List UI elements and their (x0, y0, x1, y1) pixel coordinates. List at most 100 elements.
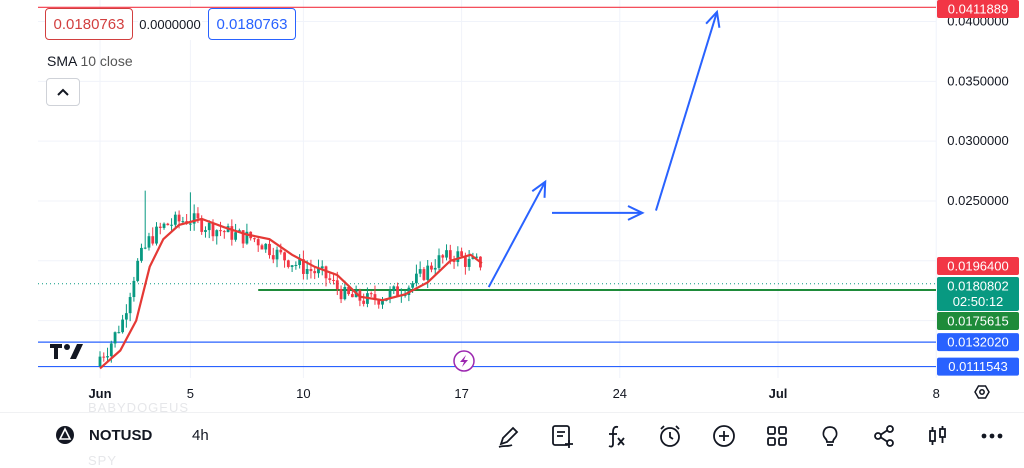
legend-value-mid: 0.0000000 (138, 8, 202, 40)
candle-body-93 (448, 250, 452, 260)
layouts-button[interactable] (762, 421, 792, 451)
price-label-0: 0.0411889 (948, 2, 1009, 17)
price-label-4: 0.0132020 (947, 335, 1008, 350)
chart-type-button[interactable] (923, 421, 953, 451)
candle-body-32 (219, 230, 222, 232)
candle-body-16 (158, 226, 162, 228)
timeframe-selector[interactable]: 4h (192, 427, 209, 444)
candle-body-47 (275, 249, 279, 260)
candle-body-22 (181, 221, 185, 223)
ideas-button[interactable] (815, 421, 845, 451)
candle-body-44 (264, 243, 268, 250)
sma-line (99, 217, 483, 370)
candle-body-27 (200, 218, 204, 232)
arrow-head-2 (705, 9, 721, 28)
candle-body-6 (121, 319, 124, 333)
price-label-bg-1 (937, 257, 1019, 275)
candle-body-75 (381, 300, 384, 305)
candle-body-64 (339, 288, 343, 300)
candle-body-30 (211, 222, 215, 237)
candle-body-57 (313, 271, 317, 274)
indicator-params: 10 close (80, 53, 133, 69)
arrow-head-0 (531, 179, 547, 198)
candle-body-17 (162, 223, 166, 228)
indicators-button[interactable] (601, 421, 631, 451)
candle-body-89 (433, 267, 437, 270)
x-tick-label-6: 8 (933, 386, 940, 401)
candle-body-74 (377, 300, 381, 305)
candle-body-12 (143, 247, 147, 249)
arrow-shaft-2 (655, 11, 718, 211)
candle-body-48 (279, 249, 283, 253)
grid-icon (767, 426, 787, 446)
candle-body-43 (260, 245, 264, 250)
candle-body-7 (124, 313, 128, 320)
candle-body-26 (196, 213, 200, 219)
candle-body-14 (151, 236, 155, 244)
candle-body-99 (471, 257, 475, 259)
candle-body-0 (98, 356, 102, 367)
candle-body-53 (298, 259, 302, 265)
bottom-toolbar: NOTUSD 4h SPY (0, 412, 1024, 468)
x-tick-label-4: 24 (613, 386, 627, 401)
candle-body-36 (234, 232, 237, 240)
candle-body-3 (109, 343, 113, 357)
share-icon (874, 425, 894, 447)
price-label-bg-2 (937, 277, 1019, 311)
y-tick-label-2: 0.0300000 (947, 133, 1008, 148)
plus-circle-icon (713, 425, 735, 447)
add-note-button[interactable] (547, 421, 577, 451)
alerts-button[interactable] (655, 421, 685, 451)
candle-body-39 (245, 231, 249, 244)
price-label-bg-0 (937, 0, 1019, 18)
ghost-symbol-top: BABYDOGEUS (88, 400, 190, 415)
price-label-1: 0.0196400 (947, 259, 1008, 274)
candle-body-15 (155, 226, 158, 244)
x-tick-label-5: Jul (769, 386, 788, 401)
candle-body-29 (207, 222, 211, 231)
legend-value-right: 0.0180763 (208, 8, 296, 40)
candle-body-56 (309, 269, 313, 272)
candle-body-83 (411, 283, 415, 288)
candle-body-88 (430, 265, 433, 270)
candle-body-20 (173, 214, 177, 225)
indicator-name: SMA (47, 53, 77, 69)
draw-tool-button[interactable] (494, 421, 524, 451)
price-label-bg-5 (937, 357, 1019, 376)
candle-body-49 (283, 252, 286, 261)
sma-path (99, 217, 483, 370)
more-button[interactable] (977, 421, 1007, 451)
function-icon (608, 425, 625, 448)
candle-body-4 (113, 332, 117, 344)
more-icon (981, 433, 1003, 439)
collapse-legend-button[interactable] (46, 78, 80, 106)
share-button[interactable] (869, 421, 899, 451)
candle-body-46 (271, 255, 275, 260)
indicator-legend[interactable]: SMA 10 close (47, 53, 133, 69)
x-tick-label-3: 17 (454, 386, 468, 401)
arrow-head-1 (627, 205, 645, 221)
alarm-clock-icon (660, 425, 680, 447)
y-tick-label-1: 0.0350000 (947, 73, 1008, 88)
candle-body-55 (305, 269, 309, 274)
price-label-bg-3 (937, 312, 1019, 330)
forecast-arrows (487, 9, 721, 288)
settings-icon (974, 385, 990, 399)
symbol-name[interactable]: NOTUSD (89, 427, 153, 444)
candle-body-95 (456, 251, 460, 262)
add-button[interactable] (709, 421, 739, 451)
candle-body-60 (324, 266, 328, 279)
y-tick-label-3: 0.0250000 (947, 193, 1008, 208)
candle-body-87 (426, 265, 430, 280)
lightning-icon (453, 350, 475, 372)
candle-body-11 (140, 247, 143, 261)
candle-body-77 (388, 290, 392, 299)
legend-value-left: 0.0180763 (45, 8, 133, 40)
candle-body-100 (475, 256, 479, 258)
candle-body-65 (343, 287, 347, 300)
candle-body-25 (192, 213, 196, 224)
candle-body-8 (128, 297, 132, 314)
